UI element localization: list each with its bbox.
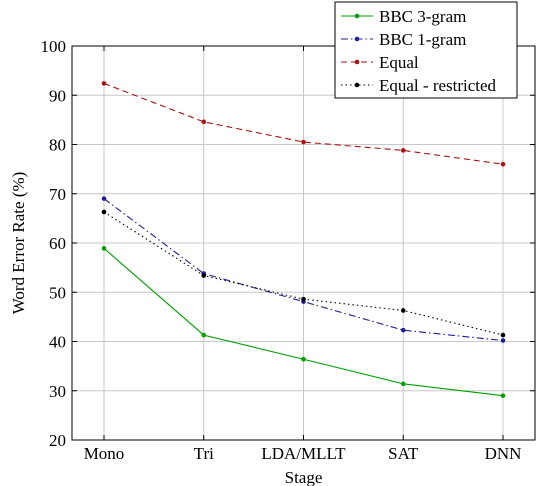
x-tick-labels: Mono Tri LDA/MLLT SAT DNN	[84, 444, 522, 463]
data-point	[500, 393, 506, 398]
legend-item: Equal	[341, 53, 419, 72]
legend: BBC 3-gram BBC 1-gram Equal Equal - restric…	[334, 1, 518, 99]
data-point	[500, 161, 506, 167]
data-point	[301, 356, 306, 362]
data-point	[400, 381, 406, 387]
y-axis-title: Word Error Rate (%)	[9, 172, 28, 315]
series-equal-restricted	[101, 209, 506, 338]
legend-item: Equal - restricted	[341, 76, 497, 95]
x-tick-label: Tri	[194, 444, 214, 463]
series-bbc-1-gram	[101, 196, 506, 343]
y-tick-label: 30	[49, 382, 66, 401]
data-point	[400, 327, 406, 333]
legend-swatch-marker	[354, 82, 360, 88]
legend-swatch-marker	[354, 36, 360, 42]
legend-label: BBC 3-gram	[379, 7, 466, 26]
y-tick-label: 20	[49, 431, 66, 450]
data-point	[201, 273, 207, 278]
series-lines	[101, 81, 506, 398]
legend-label: Equal	[379, 53, 419, 72]
x-axis-title: Stage	[285, 468, 323, 486]
data-point	[101, 196, 107, 201]
x-tick-label: DNN	[485, 444, 522, 463]
data-point	[101, 246, 107, 251]
series-bbc-3-gram	[101, 246, 506, 398]
y-tick-label: 60	[49, 234, 66, 253]
y-tick-label: 40	[49, 333, 66, 352]
y-tick-label: 90	[49, 86, 66, 105]
y-tick-label: 100	[41, 37, 67, 56]
legend-swatch-marker	[354, 59, 360, 65]
y-tick-label: 70	[49, 185, 66, 204]
y-tick-label: 80	[49, 136, 66, 155]
legend-label: Equal - restricted	[379, 76, 497, 95]
data-point	[101, 209, 107, 215]
legend-box	[334, 1, 518, 99]
x-tick-label: Mono	[84, 444, 125, 463]
y-tick-label: 50	[49, 283, 66, 302]
legend-item: BBC 1-gram	[341, 30, 466, 49]
data-point	[301, 139, 306, 145]
data-point	[500, 338, 506, 343]
grid-lines	[72, 45, 535, 441]
y-tick-labels: 20 30 40 50 60 70 80 90 100	[41, 37, 67, 450]
data-point	[500, 332, 506, 338]
series-equal	[101, 81, 506, 167]
data-point	[201, 119, 207, 125]
x-tick-label: LDA/MLLT	[261, 444, 346, 463]
data-point	[101, 81, 107, 86]
data-point	[400, 308, 406, 313]
data-point	[301, 296, 306, 302]
series-line	[103, 82, 504, 165]
data-point	[201, 332, 207, 338]
x-tick-label: SAT	[388, 444, 419, 463]
legend-item: BBC 3-gram	[341, 7, 466, 26]
data-point	[400, 148, 406, 153]
legend-swatch-marker	[354, 13, 360, 19]
legend-label: BBC 1-gram	[379, 30, 466, 49]
